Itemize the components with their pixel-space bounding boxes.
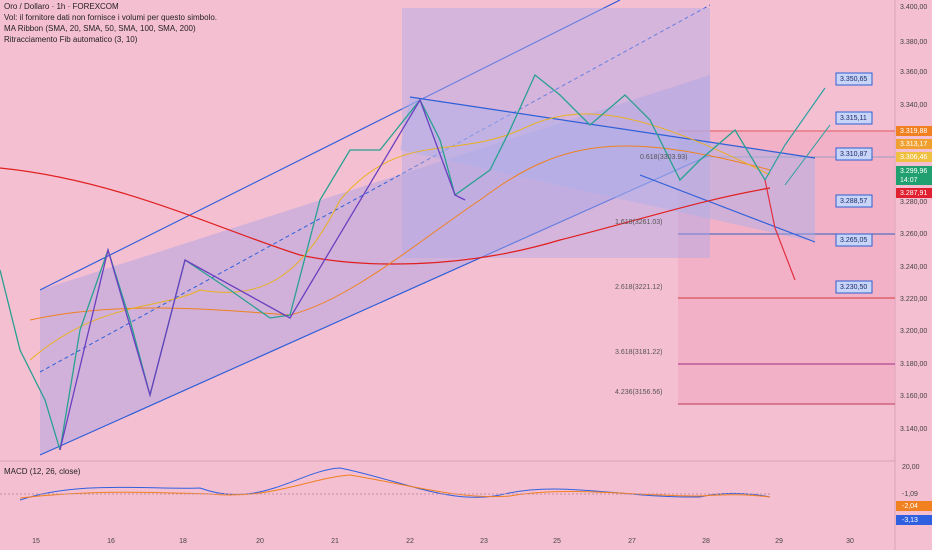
- sma-50: [29, 113, 771, 361]
- price-axis-label: 3.340,00: [900, 102, 927, 109]
- price-axis-label: 3.200,00: [900, 328, 927, 335]
- target-box: [835, 147, 873, 161]
- target-box: [835, 194, 873, 208]
- fib-label: 4.236(3156.56): [615, 389, 662, 396]
- price-axis-label: 3.180,00: [900, 361, 927, 368]
- price-axis-label: 3.380,00: [900, 39, 927, 46]
- macd-tag-bg: [896, 501, 932, 511]
- date-label: 23: [480, 538, 488, 545]
- target-box: [835, 233, 873, 247]
- price-axis-label: 3.360,00: [900, 69, 927, 76]
- target-label: 3.350,65: [840, 76, 867, 83]
- price-tag-bg: [896, 139, 932, 149]
- date-label: 29: [775, 538, 783, 545]
- target-label: 3.288,57: [840, 198, 867, 205]
- channel-mid: [39, 4, 711, 373]
- header-line: MA Ribbon (SMA, 20, SMA, 50, SMA, 100, S…: [4, 24, 196, 33]
- price-tag: 3.299,96: [900, 168, 927, 175]
- price-tag-bg: [896, 188, 932, 198]
- price-axis-label: 3.260,00: [900, 231, 927, 238]
- zigzag: [59, 98, 466, 451]
- arrow-up: [764, 87, 826, 181]
- price-tag-bg: [896, 175, 932, 185]
- macd-axis-label: -3,13: [902, 517, 918, 524]
- price-axis-label: 3.280,00: [900, 199, 927, 206]
- ascending-channel: [40, 75, 710, 455]
- sma-200: [0, 167, 771, 265]
- date-label: 21: [331, 538, 339, 545]
- target-box: [835, 72, 873, 86]
- macd-label: MACD (12, 26, close): [4, 467, 81, 476]
- fib-label: 0.618(3303.93): [640, 154, 687, 161]
- macd-tag-bg: [896, 515, 932, 525]
- date-label: 30: [846, 538, 854, 545]
- signal-line: [19, 474, 771, 499]
- channel-upper: [39, 0, 621, 291]
- arrow-down: [764, 179, 796, 281]
- arrow-mid: [784, 124, 831, 186]
- price-axis-label: 3.140,00: [900, 426, 927, 433]
- macd-axis-label: 20,00: [902, 464, 920, 471]
- channel-box: [402, 8, 710, 258]
- price-tag-bg: [896, 166, 932, 176]
- date-label: 15: [32, 538, 40, 545]
- target-label: 3.265,05: [840, 237, 867, 244]
- header-line: Vol: il fornitore dati non fornisce i vo…: [4, 13, 217, 22]
- fib-label: 2.618(3221.12): [615, 284, 662, 291]
- date-label: 25: [553, 538, 561, 545]
- desc-lower: [639, 174, 816, 243]
- price-axis-label: 3.240,00: [900, 264, 927, 271]
- price-tag: 3.313,17: [900, 141, 927, 148]
- channel-lower: [39, 154, 711, 456]
- fib-zone: [678, 130, 895, 405]
- price-tag: 3.287,91: [900, 190, 927, 197]
- header-line: Oro / Dollaro · 1h · FOREXCOM: [4, 2, 119, 11]
- desc-upper: [409, 96, 816, 159]
- price-axis-label: 3.160,00: [900, 393, 927, 400]
- price-tag-bg: [896, 152, 932, 162]
- date-label: 18: [179, 538, 187, 545]
- price-tag: 3.306,46: [900, 154, 927, 161]
- header-line: Ritracciamento Fib automatico (3, 10): [4, 35, 138, 44]
- date-label: 16: [107, 538, 115, 545]
- date-label: 20: [256, 538, 264, 545]
- macd-line: [19, 467, 771, 501]
- date-label: 22: [406, 538, 414, 545]
- target-box: [835, 280, 873, 294]
- price-tag-bg: [896, 126, 932, 136]
- date-label: 27: [628, 538, 636, 545]
- fib-label: 1.618(3261.03): [615, 219, 662, 226]
- date-label: 28: [702, 538, 710, 545]
- fib-label: 3.618(3181.22): [615, 349, 662, 356]
- target-box: [835, 111, 873, 125]
- price-axis-label: 3.220,00: [900, 296, 927, 303]
- target-label: 3.310,87: [840, 151, 867, 158]
- target-label: 3.315,11: [840, 115, 867, 122]
- descending-channel: [400, 97, 815, 242]
- sma-100: [29, 145, 771, 321]
- price-tag: 14:07: [900, 177, 918, 184]
- macd-axis-label: -2,04: [902, 503, 918, 510]
- macd-axis-label: -1,09: [902, 491, 918, 498]
- price-path: [0, 73, 766, 451]
- target-label: 3.230,50: [840, 284, 867, 291]
- price-tag: 3.319,88: [900, 128, 927, 135]
- price-axis-label: 3.400,00: [900, 4, 927, 11]
